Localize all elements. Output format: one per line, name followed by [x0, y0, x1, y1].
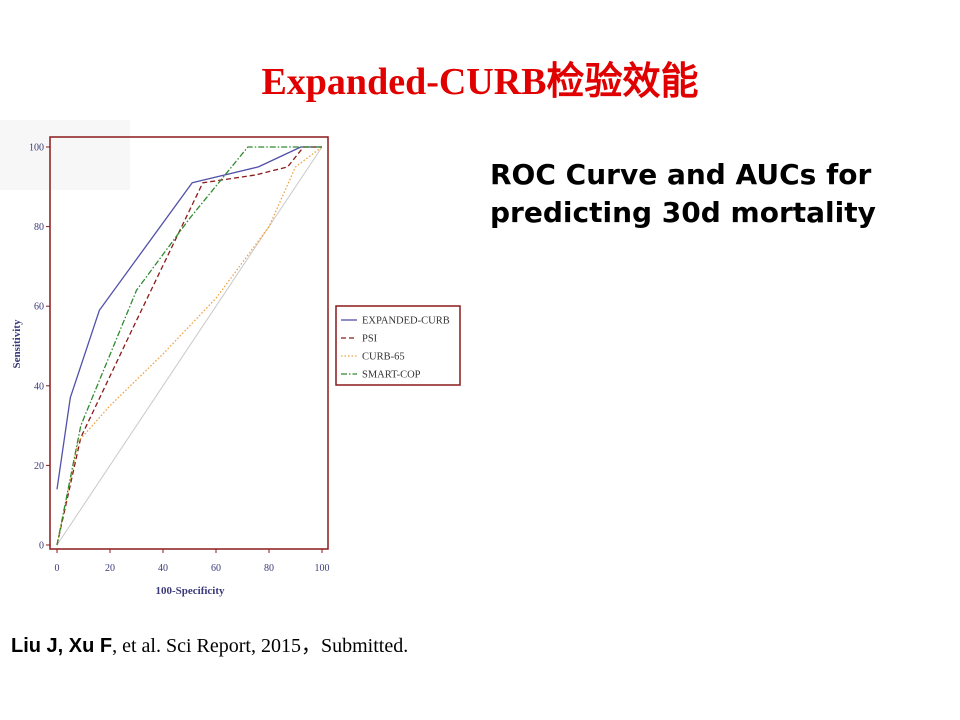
legend: EXPANDED-CURB PSI CURB-65 SMART-COP — [335, 305, 461, 386]
x-tick-label: 60 — [211, 563, 221, 574]
axes: 0 20 40 60 80 100 0 20 40 60 80 100 — [29, 143, 330, 575]
x-tick-label: 80 — [264, 563, 274, 574]
chart-corner-shade — [0, 120, 130, 190]
x-axis-title: 100-Specificity — [155, 585, 225, 597]
x-tick-label: 20 — [105, 563, 115, 574]
citation-authors: Liu J, Xu F — [11, 635, 113, 657]
series-line-smart-cop — [56, 146, 322, 546]
y-tick-label: 0 — [39, 541, 44, 552]
roc-heading-line-2: predicting 30d mortality — [490, 196, 876, 229]
citation-details: , et al. Sci Report, 2015，Submitted. — [112, 635, 409, 657]
legend-label: CURB-65 — [362, 352, 405, 363]
legend-label: PSI — [362, 334, 378, 345]
y-tick-label: 40 — [34, 381, 44, 392]
series-line-curb-65 — [56, 146, 323, 546]
y-tick-label: 60 — [34, 302, 44, 313]
legend-label: SMART-COP — [362, 370, 421, 381]
slide-title: Expanded-CURB检验效能 — [261, 61, 699, 103]
plot-frame — [49, 136, 329, 550]
legend-box — [335, 305, 461, 386]
reference-line — [56, 146, 323, 546]
reference-diagonal — [56, 146, 323, 546]
citation: Liu J, Xu F, et al. Sci Report, 2015，Sub… — [11, 629, 408, 658]
x-tick-label: 40 — [158, 563, 168, 574]
series-lines — [56, 146, 323, 546]
y-tick-label: 100 — [29, 143, 44, 154]
roc-heading: ROC Curve and AUCs for predicting 30d mo… — [490, 156, 930, 232]
y-axis-title: Sensitivity — [11, 319, 23, 368]
x-tick-label: 0 — [55, 563, 60, 574]
roc-chart: 0 20 40 60 80 100 0 20 40 60 80 100 100-Specificity… — [0, 120, 461, 597]
y-tick-label: 20 — [34, 461, 44, 472]
roc-heading-line-1: ROC Curve and AUCs for — [490, 158, 872, 191]
x-tick-label: 100 — [315, 563, 330, 574]
y-tick-label: 80 — [34, 222, 44, 233]
series-line-psi — [56, 146, 322, 546]
legend-label: EXPANDED-CURB — [362, 316, 450, 327]
